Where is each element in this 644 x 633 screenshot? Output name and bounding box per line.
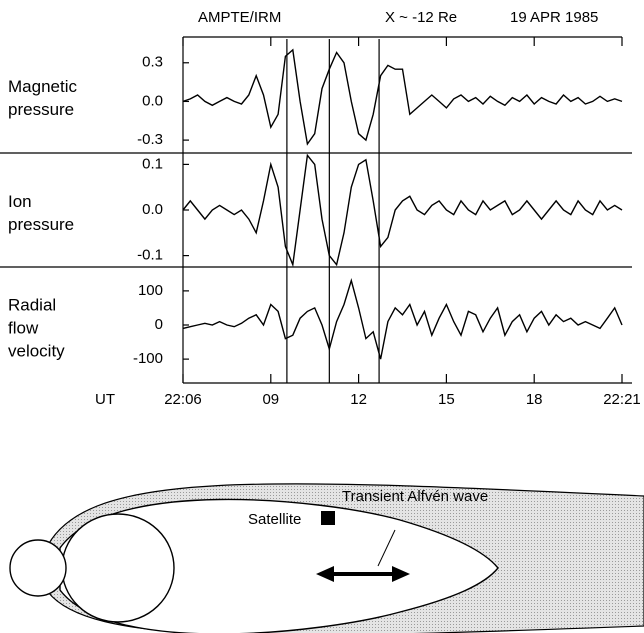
pointer	[377, 529, 396, 567]
satellite	[321, 511, 335, 525]
diagram: Transient Alfvén wave Satellite	[9, 483, 644, 633]
earth	[9, 539, 67, 597]
inner-field-line	[61, 513, 175, 623]
y-tick-label: 0	[155, 316, 163, 333]
y-tick-label: 0.1	[142, 155, 163, 172]
chart-title: AMPTE/IRM	[198, 9, 281, 26]
x-tick-label: 09	[262, 391, 279, 408]
x-tick-label: 12	[350, 391, 367, 408]
y-axis-label: pressure	[8, 215, 74, 234]
wave-label: Transient Alfvén wave	[342, 488, 488, 505]
y-axis-label: pressure	[8, 100, 74, 119]
annotation: X ~ -12 Re	[385, 9, 457, 26]
x-axis-label: UT	[95, 391, 115, 408]
data-line	[182, 48, 623, 146]
x-tick-label: 15	[438, 391, 455, 408]
y-tick-label: 0.0	[142, 92, 163, 109]
y-axis-label: velocity	[8, 341, 65, 360]
x-tick-label: 22:21	[603, 391, 641, 408]
y-axis-label: Magnetic	[8, 77, 77, 96]
closed-field-region	[59, 498, 499, 633]
annotation: 19 APR 1985	[510, 9, 598, 26]
y-tick-label: -100	[133, 350, 163, 367]
y-tick-label: 0.0	[142, 201, 163, 218]
y-tick-label: -0.1	[137, 247, 163, 264]
y-tick-label: -0.3	[137, 131, 163, 148]
y-tick-label: 100	[138, 282, 163, 299]
satellite-label: Satellite	[248, 511, 301, 528]
y-axis-label: Ion	[8, 192, 32, 211]
x-tick-label: 22:06	[164, 391, 202, 408]
x-tick-label: 18	[526, 391, 543, 408]
y-axis-label: flow	[8, 318, 39, 337]
data-line	[182, 153, 623, 268]
y-axis-label: Radial	[8, 295, 56, 314]
y-tick-label: 0.3	[142, 54, 163, 71]
data-line	[182, 278, 623, 360]
